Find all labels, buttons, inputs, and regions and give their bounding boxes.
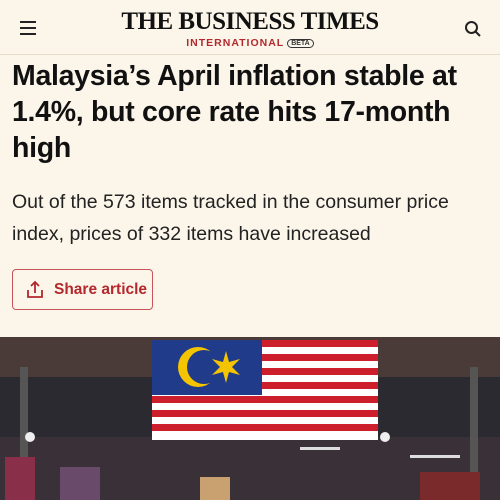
menu-button[interactable] — [20, 21, 36, 35]
flag — [152, 340, 378, 440]
article-photo — [0, 337, 500, 500]
share-label: Share article — [54, 281, 148, 298]
edition: INTERNATIONAL BETA — [0, 37, 500, 49]
header: THE BUSINESS TIMES INTERNATIONAL BETA — [0, 0, 500, 55]
share-button[interactable]: Share article — [12, 269, 153, 310]
logo[interactable]: THE BUSINESS TIMES — [121, 8, 379, 35]
article-title: Malaysia’s April inflation stable at 1.4… — [12, 60, 457, 164]
edition-label: INTERNATIONAL — [186, 37, 285, 49]
search-button[interactable] — [464, 20, 482, 38]
article-subtitle: Out of the 573 items tracked in the cons… — [12, 191, 449, 245]
beta-badge: BETA — [287, 39, 314, 48]
share-icon — [27, 280, 43, 298]
